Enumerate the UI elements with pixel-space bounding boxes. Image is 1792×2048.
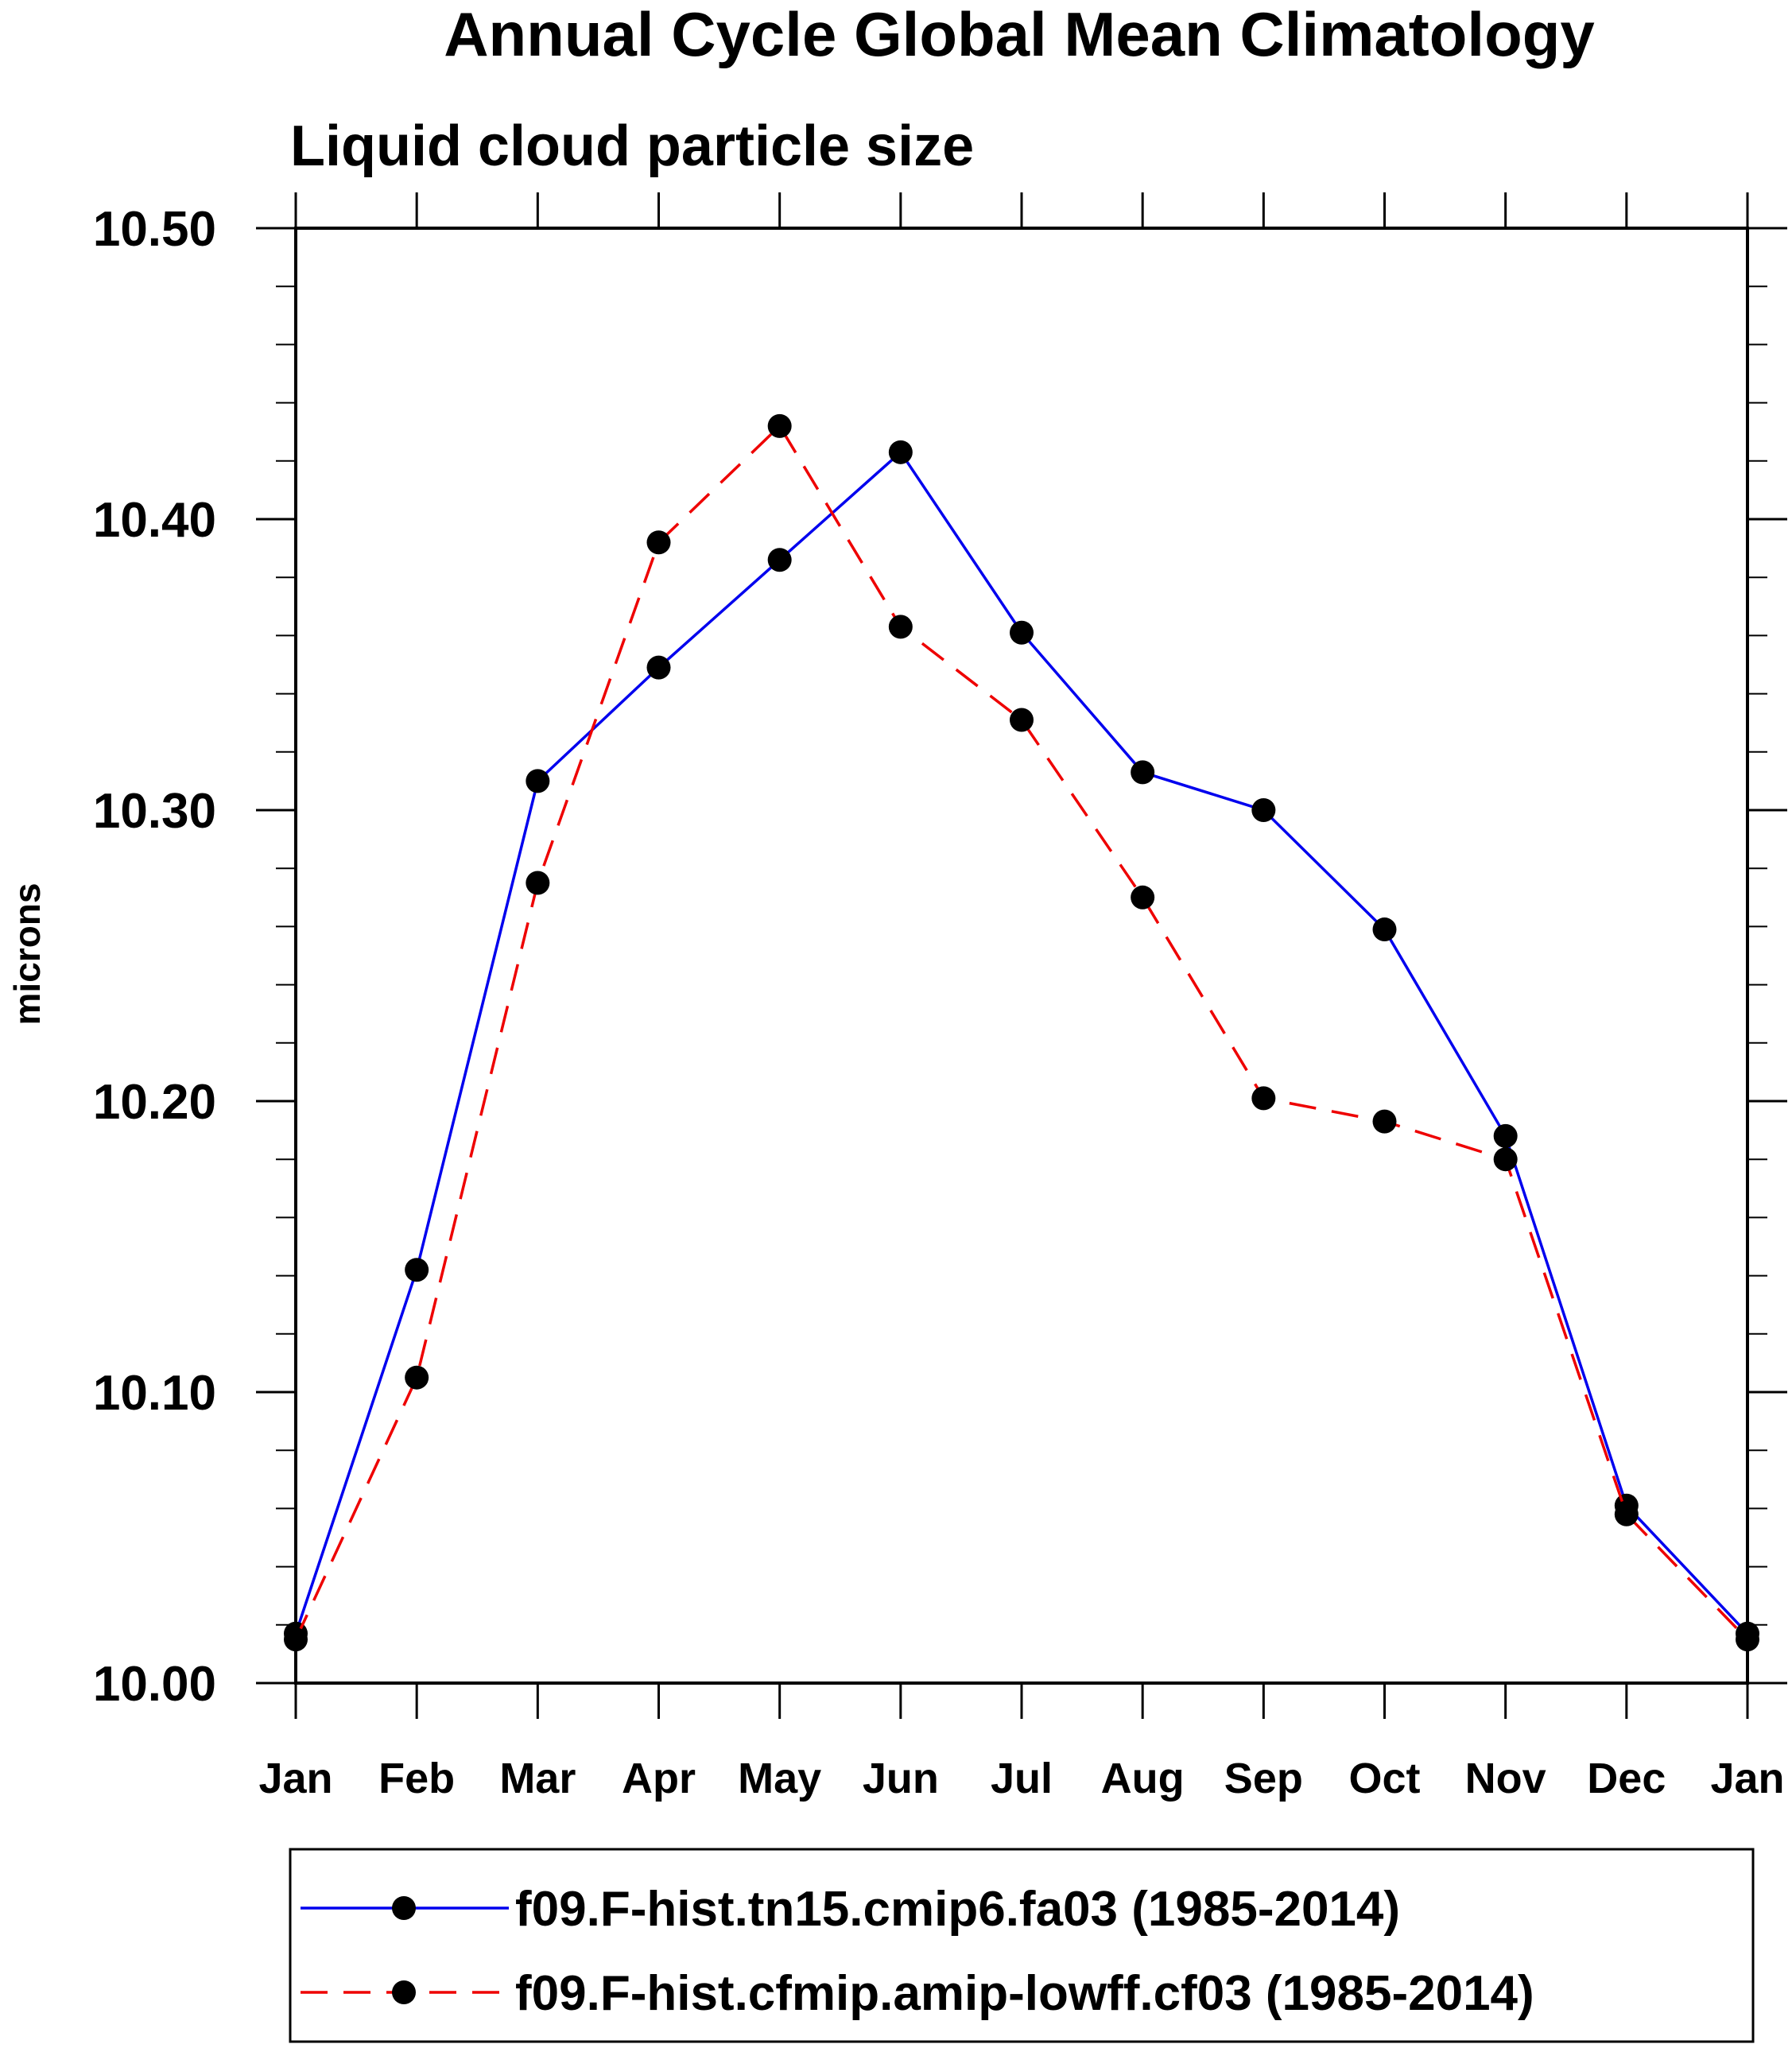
y-tick-label: 10.30: [93, 784, 216, 839]
x-tick-label: Sep: [1224, 1755, 1303, 1802]
data-point: [1493, 1123, 1518, 1148]
x-tick-label: Jan: [1710, 1755, 1784, 1802]
data-point: [1010, 620, 1034, 645]
y-axis-label: microns: [6, 883, 48, 1026]
data-point: [284, 1627, 308, 1652]
series-2: [284, 413, 1759, 1652]
y-tick-label: 10.00: [93, 1657, 216, 1712]
data-point: [767, 548, 792, 572]
legend-item-2: f09.F-hist.cfmip.amip-lowff.cf03 (1985-2…: [301, 1966, 1534, 2021]
data-point: [1372, 1109, 1397, 1134]
y-tick-label: 10.40: [93, 493, 216, 548]
data-point: [1493, 1147, 1518, 1172]
y-tick-label: 10.20: [93, 1075, 216, 1130]
axis-ticks: [256, 192, 1787, 1719]
x-tick-label: Dec: [1587, 1755, 1666, 1802]
data-point: [1010, 708, 1034, 732]
legend-marker: [392, 1896, 416, 1920]
x-tick-label: Oct: [1348, 1755, 1420, 1802]
legend-label: f09.F-hist.cfmip.amip-lowff.cf03 (1985-2…: [515, 1966, 1534, 2021]
data-point: [1251, 1086, 1276, 1111]
x-tick-labels: Jan Feb Mar Apr May Jun Jul Aug Sep Oct Nov Dec Jan: [258, 1755, 1784, 1802]
x-tick-label: Jul: [991, 1755, 1053, 1802]
data-point: [767, 413, 792, 438]
legend: f09.F-hist.tn15.cmip6.fa03 (1985-2014) f0…: [301, 1882, 1534, 2021]
series-line: [294, 424, 1749, 1641]
data-point: [405, 1258, 429, 1282]
data-point: [646, 530, 671, 555]
data-point: [526, 871, 550, 895]
y-tick-label: 10.10: [93, 1366, 216, 1421]
data-point: [1736, 1627, 1759, 1652]
x-tick-label: Mar: [499, 1755, 576, 1802]
chart-title: Annual Cycle Global Mean Climatology: [444, 0, 1595, 69]
x-tick-label: Apr: [622, 1755, 696, 1802]
plot-frame: [294, 227, 1749, 1685]
legend-marker: [392, 1980, 416, 2004]
y-tick-label: 10.50: [93, 202, 216, 257]
data-point: [888, 615, 913, 639]
legend-label: f09.F-hist.tn15.cmip6.fa03 (1985-2014): [515, 1882, 1400, 1937]
legend-box: [289, 1848, 1755, 2043]
x-tick-label: Aug: [1101, 1755, 1185, 1802]
series-1: [284, 440, 1759, 1646]
x-tick-label: Feb: [378, 1755, 455, 1802]
data-point: [1372, 917, 1397, 942]
data-point: [1131, 760, 1155, 785]
x-tick-label: May: [738, 1755, 821, 1802]
chart-subtitle: Liquid cloud particle size: [290, 114, 974, 178]
data-point: [1131, 885, 1155, 910]
y-tick-labels: 10.00 10.10 10.20 10.30 10.40 10.50: [93, 202, 216, 1712]
x-tick-label: Jun: [863, 1755, 939, 1802]
x-tick-label: Nov: [1465, 1755, 1546, 1802]
legend-item-1: f09.F-hist.tn15.cmip6.fa03 (1985-2014): [301, 1882, 1400, 1937]
data-point: [1614, 1502, 1639, 1526]
data-point: [526, 769, 550, 793]
x-tick-label: Jan: [258, 1755, 332, 1802]
data-point: [405, 1365, 429, 1390]
series-layer: [284, 413, 1759, 1652]
data-point: [1251, 798, 1276, 822]
data-point: [888, 440, 913, 464]
data-point: [646, 655, 671, 680]
